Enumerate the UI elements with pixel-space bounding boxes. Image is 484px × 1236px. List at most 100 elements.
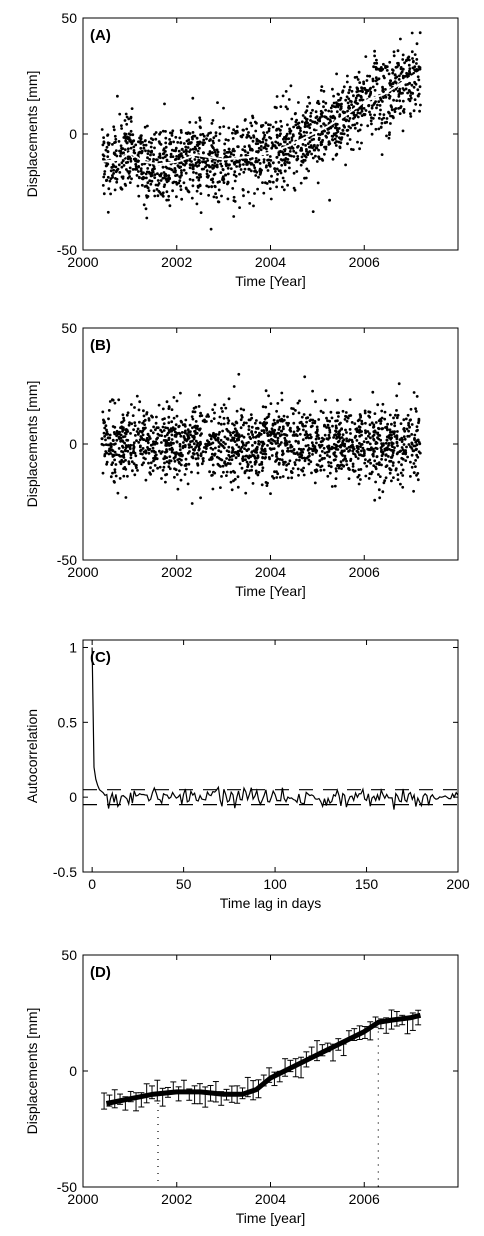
data-point (173, 430, 177, 434)
data-point (113, 458, 116, 462)
data-point (144, 478, 148, 482)
data-point (296, 155, 300, 158)
data-point (267, 439, 271, 442)
data-point (393, 424, 397, 428)
data-point (341, 433, 345, 436)
data-point (111, 471, 114, 475)
data-point (123, 182, 127, 186)
data-point (113, 401, 117, 405)
data-point (228, 462, 232, 466)
data-point (254, 160, 257, 164)
data-point (373, 498, 377, 502)
data-point (126, 155, 130, 159)
data-point (227, 450, 231, 453)
data-point (185, 159, 189, 163)
data-point (302, 158, 305, 162)
data-point (187, 462, 191, 466)
data-point (205, 172, 209, 176)
data-point (271, 161, 275, 165)
data-point (383, 417, 387, 421)
data-point (403, 437, 407, 441)
data-point (266, 144, 270, 148)
data-point (341, 90, 344, 94)
data-point (270, 174, 273, 178)
data-point (165, 159, 169, 163)
data-point (303, 125, 307, 129)
data-point (201, 459, 205, 463)
data-point (320, 85, 324, 88)
data-point (285, 421, 289, 425)
data-point (247, 476, 251, 480)
data-point (201, 450, 205, 453)
data-point (246, 151, 250, 155)
data-point (124, 446, 128, 450)
data-point (265, 484, 269, 487)
data-point (155, 415, 158, 419)
data-point (347, 97, 351, 101)
data-point (375, 447, 379, 450)
data-point (119, 436, 123, 440)
data-point (137, 408, 141, 412)
data-point (157, 155, 161, 159)
data-point (287, 462, 290, 466)
data-point (234, 450, 238, 454)
data-point (277, 153, 281, 157)
data-point (133, 473, 137, 477)
data-point (105, 178, 108, 182)
data-point (132, 443, 135, 447)
data-point (319, 124, 323, 128)
data-point (289, 426, 292, 430)
data-point (232, 199, 236, 203)
data-point (242, 170, 246, 174)
data-point (175, 173, 179, 177)
data-point (287, 137, 291, 141)
data-point (335, 411, 339, 415)
data-point (122, 454, 125, 458)
data-point (307, 455, 310, 458)
data-point (168, 467, 172, 471)
data-point (280, 125, 283, 128)
data-point (333, 433, 336, 437)
plot-area (101, 1009, 422, 1187)
data-point (104, 148, 108, 152)
data-point (149, 466, 152, 470)
data-point (202, 167, 206, 171)
data-point (277, 428, 281, 431)
data-point (294, 112, 297, 115)
data-point (241, 133, 245, 137)
data-point (129, 432, 132, 435)
data-point (250, 451, 254, 454)
data-point (235, 125, 239, 129)
data-point (219, 486, 222, 489)
data-point (390, 479, 393, 483)
data-point (412, 109, 416, 113)
data-point (139, 444, 142, 448)
data-point (235, 443, 239, 447)
data-point (226, 429, 230, 433)
data-point (371, 452, 375, 456)
data-point (173, 167, 177, 170)
data-point (381, 402, 385, 406)
data-point (384, 453, 388, 456)
data-point (137, 170, 140, 173)
data-point (348, 85, 352, 89)
data-point (171, 189, 175, 193)
data-point (132, 428, 136, 431)
data-point (170, 446, 174, 450)
data-point (219, 465, 222, 468)
data-point (240, 440, 244, 444)
data-point (393, 430, 396, 434)
data-point (398, 91, 402, 95)
data-point (247, 134, 251, 138)
data-point (160, 477, 163, 480)
data-point (310, 441, 314, 445)
data-point (369, 92, 372, 95)
data-point (295, 170, 299, 173)
data-point (117, 398, 121, 402)
data-point (180, 169, 183, 172)
data-point (384, 458, 388, 462)
data-point (211, 448, 215, 451)
data-point (352, 105, 356, 108)
data-point (298, 421, 302, 425)
data-point (161, 425, 165, 429)
